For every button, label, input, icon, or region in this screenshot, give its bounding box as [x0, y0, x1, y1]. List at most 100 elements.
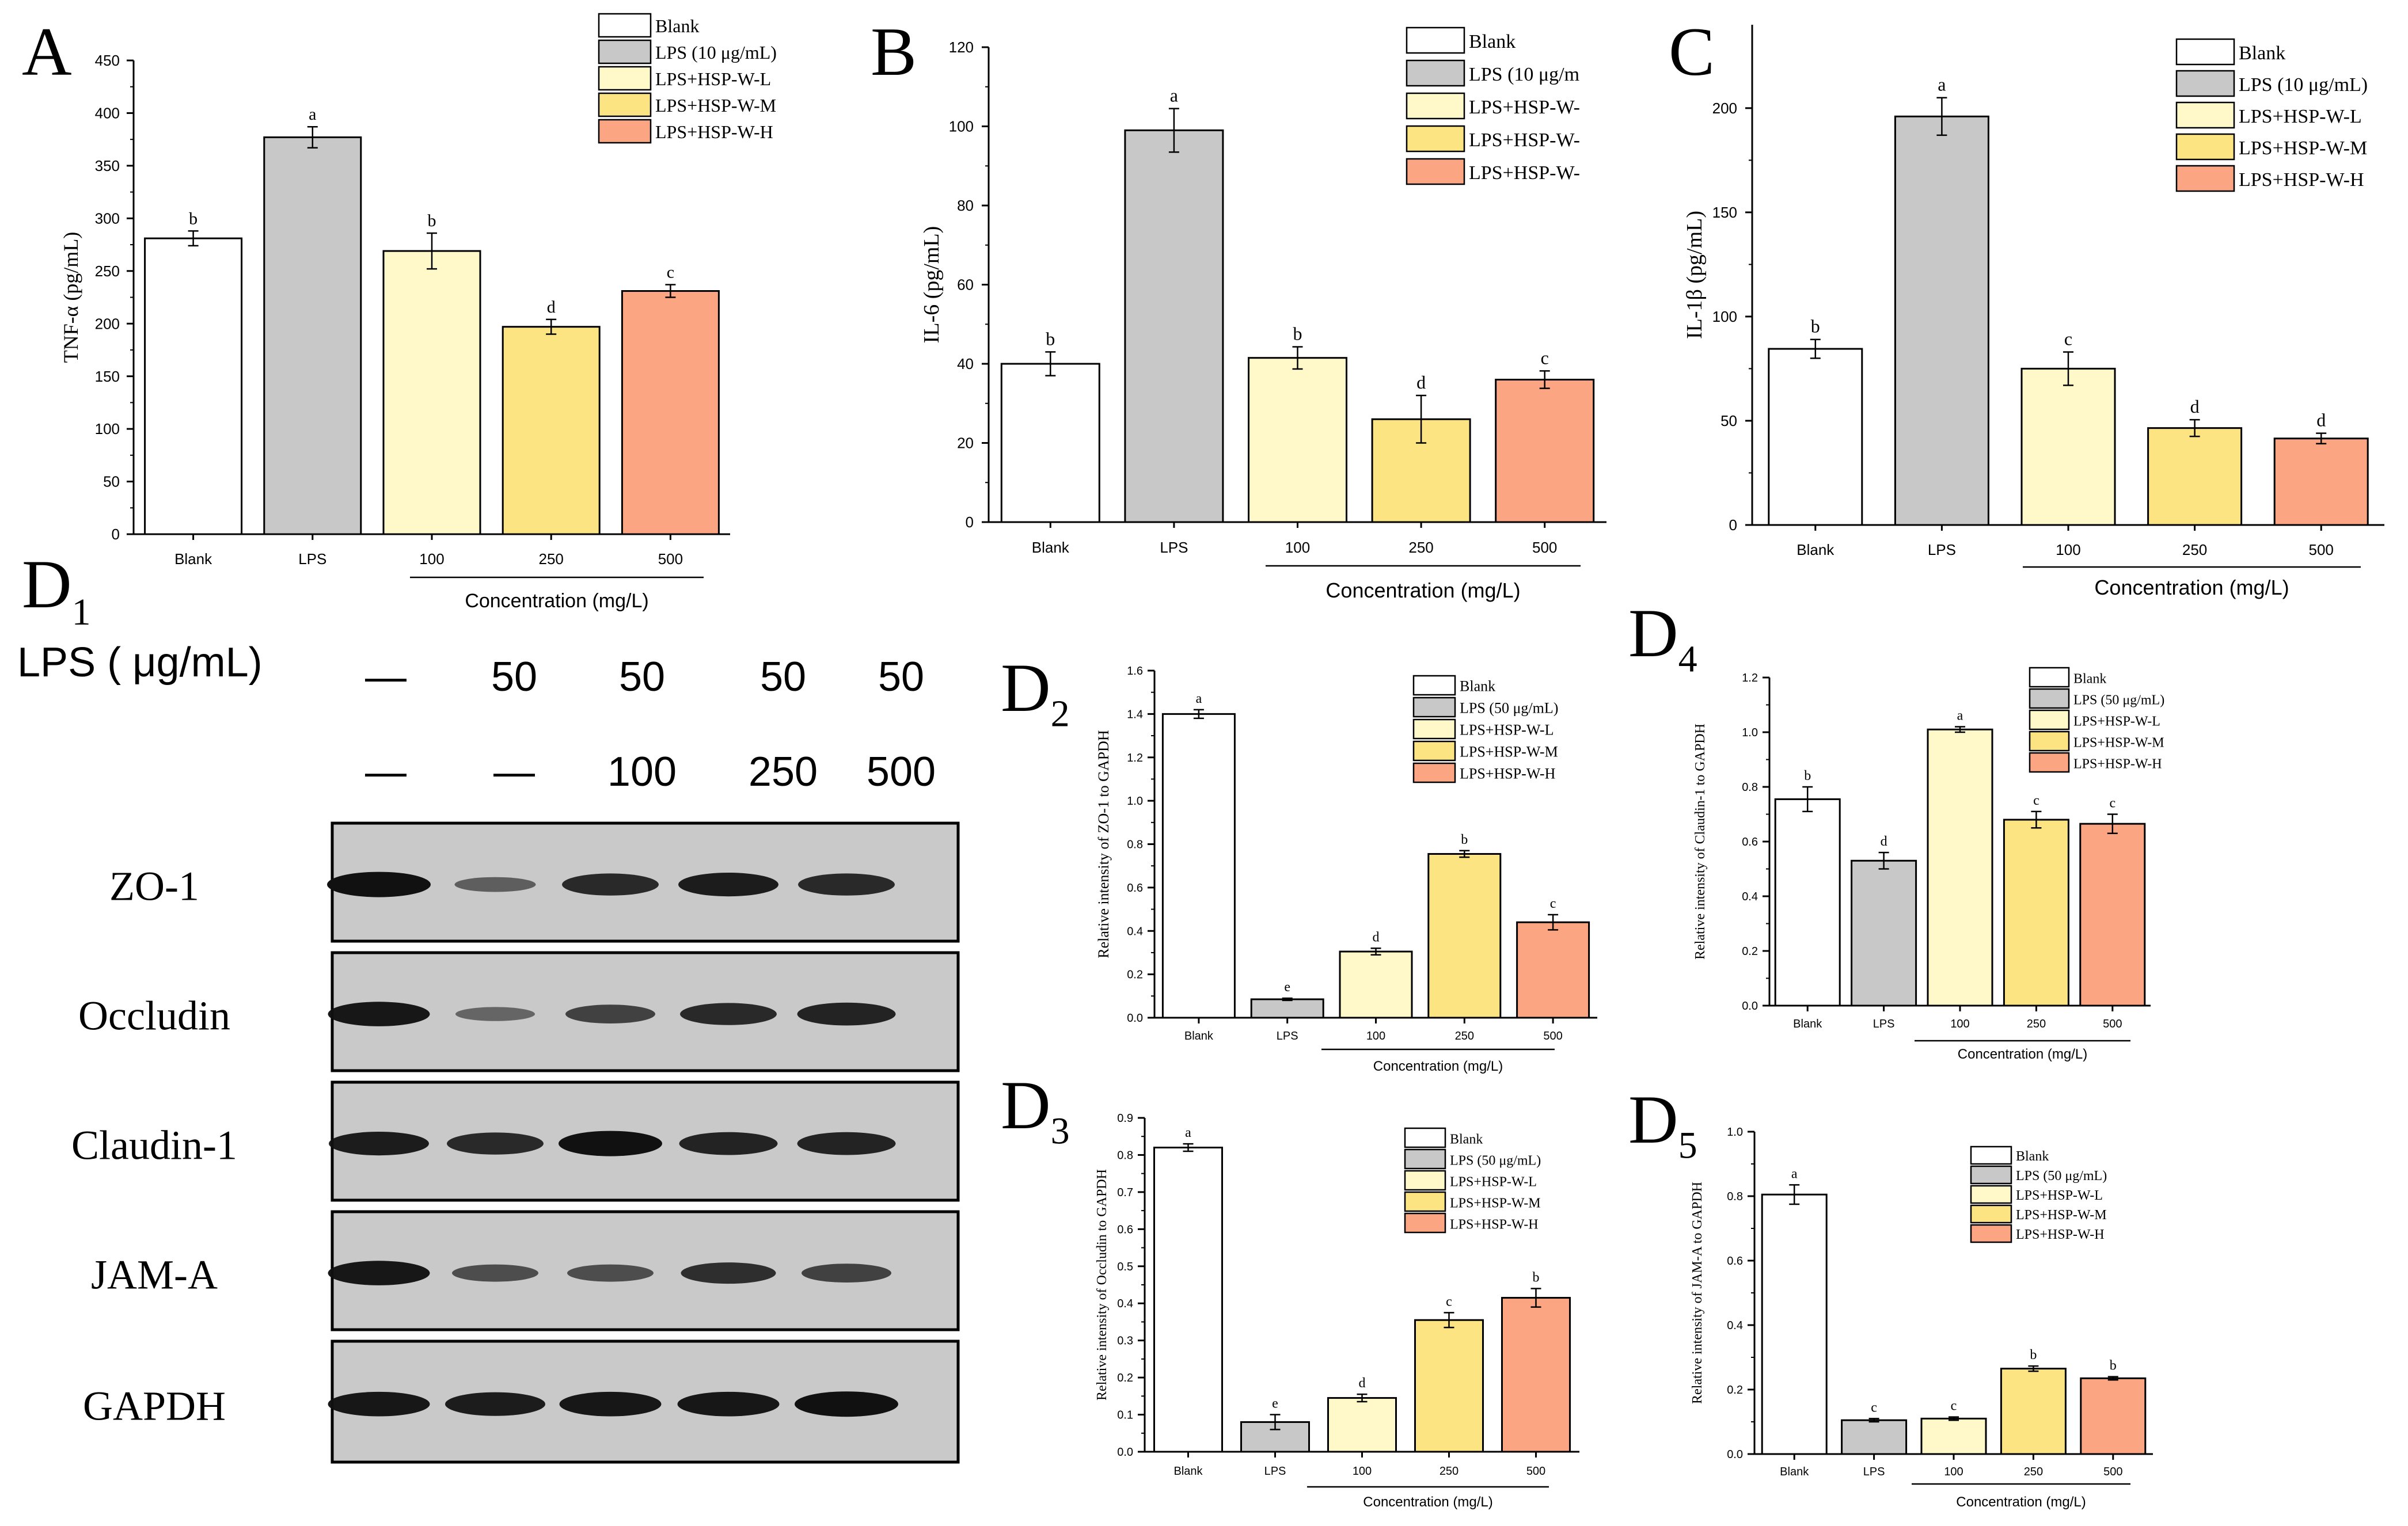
y-tick-label: 1.0 [1127, 795, 1143, 808]
significance-letter: d [1373, 930, 1380, 945]
x-tick-label: 250 [539, 550, 564, 568]
protein-band [797, 1002, 896, 1026]
bar-2 [1841, 1419, 1908, 1455]
y-axis-label: TNF-α (pg/mL) [59, 232, 82, 363]
legend-label: LPS+HSP-W-H [655, 121, 773, 142]
protein-band [680, 1003, 777, 1025]
legend-swatch [598, 39, 652, 64]
x-tick-label: LPS [298, 550, 326, 568]
protein-band [798, 873, 895, 896]
bar-2 [1250, 998, 1324, 1019]
x-tick-label: 100 [1366, 1030, 1385, 1042]
y-tick-label: 1.2 [1742, 672, 1758, 684]
legend-label: Blank [655, 16, 699, 36]
significance-letter: b [428, 211, 436, 230]
x-tick-label: LPS [1277, 1030, 1298, 1042]
bar-5 [1516, 921, 1590, 1019]
legend-swatch [2175, 101, 2235, 129]
legend-swatch [1970, 1204, 2012, 1224]
y-tick-label: 250 [95, 262, 120, 280]
y-tick-label: 0.9 [1117, 1112, 1133, 1125]
y-tick-label: 60 [957, 276, 974, 294]
x-tick-label: 100 [419, 550, 444, 568]
x-tick-label: 100 [1285, 539, 1310, 556]
y-tick-label: 0.2 [1727, 1384, 1743, 1396]
legend-label: LPS+HSP-W-L [2016, 1188, 2103, 1203]
legend-swatch [1412, 697, 1456, 718]
x-tick-label: 250 [1440, 1465, 1459, 1478]
bar-3 [2020, 367, 2116, 526]
legend-label: LPS+HSP-W-H [2073, 756, 2162, 771]
significance-letter: a [1791, 1166, 1798, 1181]
bar-4 [2000, 1368, 2067, 1455]
legend-swatch [1412, 675, 1456, 696]
y-tick-label: 1.0 [1742, 726, 1758, 739]
x-tick-label: 500 [2103, 1466, 2122, 1478]
protein-band [802, 1264, 891, 1283]
y-tick-label: 1.4 [1127, 708, 1143, 721]
significance-letter: c [1871, 1400, 1877, 1415]
chart-d4: D4 0.0 0.2 0.4 0.6 0.8 1.0 1.2 Relative intensit… [1628, 595, 2164, 1062]
y-tick-label: 0 [966, 513, 974, 531]
legend-label: Blank [2239, 43, 2285, 64]
legend-label: Blank [2016, 1149, 2049, 1164]
significance-letter: d [1416, 372, 1426, 393]
panel-label: D5 [1628, 1081, 1697, 1166]
panel-label-subscript: 1 [72, 591, 91, 633]
x-tick-label: 500 [1543, 1030, 1562, 1042]
y-tick-label: 0.6 [1127, 882, 1143, 895]
y-tick-label: 200 [95, 315, 120, 332]
bar-4 [1427, 853, 1502, 1019]
significance-letter: b [2110, 1358, 2117, 1373]
panel-label-letter: B [871, 13, 917, 90]
y-tick-label: 0.6 [1727, 1255, 1743, 1268]
panel-label: D4 [1628, 595, 1697, 680]
significance-letter: b [1046, 328, 1055, 349]
x-tick-label: LPS [1863, 1466, 1885, 1478]
y-tick-label: 0.6 [1117, 1223, 1133, 1236]
legend-label: LPS+HSP-W-L [2239, 106, 2362, 127]
legend-label: LPS+HSP-W-M [2016, 1208, 2107, 1223]
x-tick-label: 100 [1353, 1465, 1372, 1478]
bar-2 [1851, 859, 1917, 1007]
chart-d5: D5 0.0 0.2 0.4 0.6 0.8 1.0 Relative intensity o… [1628, 1081, 2153, 1510]
significance-letter: c [1550, 896, 1556, 911]
legend-swatch [1404, 1212, 1446, 1234]
bar-1 [1153, 1147, 1223, 1453]
x-tick-label: 250 [1408, 539, 1433, 556]
protein-band [559, 1391, 662, 1417]
legend-swatch [2175, 165, 2235, 192]
legend-swatch [2029, 688, 2070, 709]
y-tick-label: 100 [949, 118, 974, 135]
x-tick-label: 100 [2056, 541, 2080, 558]
chart-c: C 0 50 100 150 200 IL-1β (pg/mL) b Blank a LPS c 100… [1669, 13, 2384, 599]
bar-2 [263, 136, 362, 535]
panel-label: C [1669, 13, 1715, 90]
legend-label: LPS+HSP-W-L [1450, 1174, 1537, 1189]
hsp-dose-label: 250 [749, 749, 818, 795]
bar-1 [144, 237, 243, 535]
lps-dose-label: 50 [619, 654, 665, 700]
legend-swatch [2029, 667, 2070, 688]
x-tick-label: 250 [2182, 541, 2207, 558]
y-tick-label: 0 [1729, 516, 1737, 534]
y-tick-label: 0.4 [1117, 1297, 1133, 1310]
x-tick-label: 500 [2103, 1018, 2122, 1030]
protein-label: ZO-1 [109, 863, 199, 909]
y-tick-label: 0.4 [1742, 891, 1758, 903]
significance-letter: e [1272, 1396, 1278, 1411]
legend-label: LPS+HSP-W-L [2073, 714, 2160, 729]
legend-label: LPS+HSP-W-L [1460, 721, 1554, 738]
significance-letter: b [1293, 323, 1302, 344]
western-blot-panel: D1 LPS ( μg/mL) — 50 50 50 50 — — 100 250 500 ZO-1 Oc… [17, 546, 960, 1464]
legend-label: Blank [1450, 1132, 1483, 1147]
legend-swatch [1406, 158, 1465, 185]
lps-dose-label: 50 [491, 654, 537, 700]
legend-label: LPS+HSP-W-H [1460, 765, 1556, 782]
legend-label: LPS+HSP-W-H [2016, 1227, 2105, 1242]
x-axis-label: Concentration (mg/L) [1958, 1046, 2087, 1062]
x-tick-label: 250 [2024, 1466, 2043, 1478]
significance-letter: c [1951, 1399, 1957, 1414]
protein-band [327, 872, 431, 897]
legend-label: Blank [2073, 671, 2106, 686]
